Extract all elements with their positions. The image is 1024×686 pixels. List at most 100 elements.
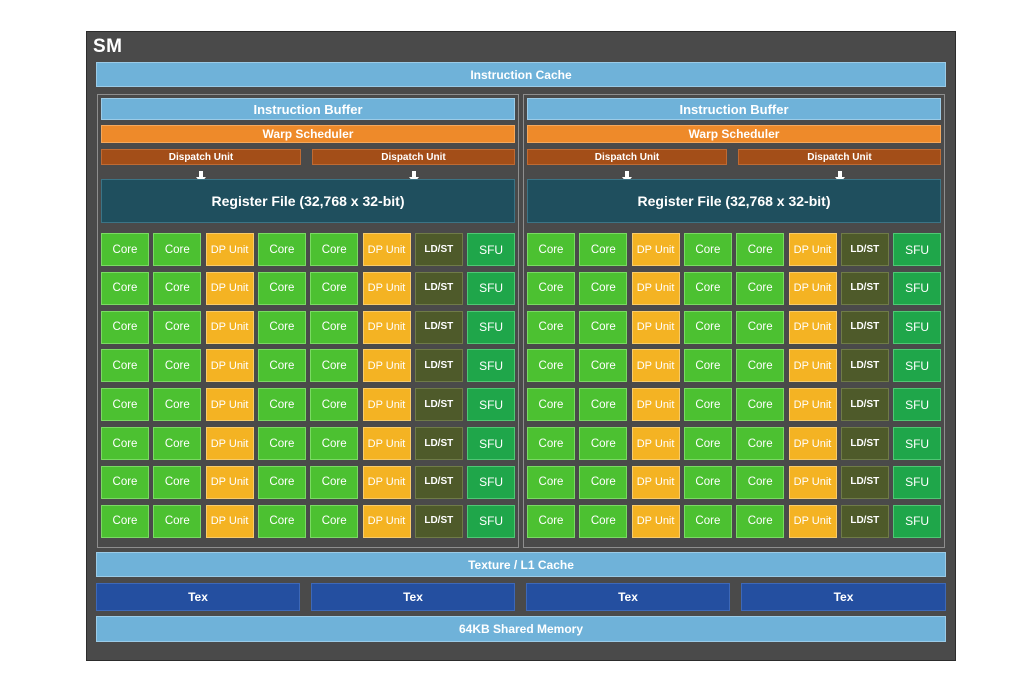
ldst-unit: LD/ST [414, 427, 463, 460]
dp-unit: DP Unit [631, 465, 680, 499]
dispatch-unit: Dispatch Unit [101, 149, 301, 165]
dp-unit: DP Unit [362, 427, 411, 460]
core-unit: Core [257, 271, 306, 305]
dispatch-unit: Dispatch Unit [527, 149, 727, 165]
processing-block-1: Instruction Buffer Warp Scheduler Dispatch… [97, 94, 519, 548]
instruction-buffer: Instruction Buffer [527, 98, 941, 120]
core-unit: Core [153, 349, 202, 383]
processing-block-2: Instruction Buffer Warp Scheduler Dispatch… [523, 94, 945, 548]
sfu-unit: SFU [893, 349, 942, 383]
core-unit: Core [153, 233, 202, 266]
ldst-unit: LD/ST [840, 233, 889, 266]
dp-unit: DP Unit [205, 427, 254, 460]
dp-unit: DP Unit [788, 349, 837, 383]
ldst-unit: LD/ST [840, 504, 889, 538]
ldst-unit: LD/ST [414, 271, 463, 305]
core-unit: Core [736, 465, 785, 499]
dp-unit: DP Unit [362, 271, 411, 305]
core-unit: Core [736, 349, 785, 383]
dp-unit: DP Unit [205, 465, 254, 499]
tex-unit: Tex [311, 583, 515, 611]
dp-unit: DP Unit [362, 310, 411, 344]
ldst-unit: LD/ST [414, 465, 463, 499]
core-unit: Core [153, 427, 202, 460]
dp-unit: DP Unit [631, 349, 680, 383]
register-file: Register File (32,768 x 32-bit) [527, 179, 941, 223]
core-unit: Core [579, 271, 628, 305]
ldst-unit: LD/ST [414, 310, 463, 344]
core-unit: Core [683, 310, 732, 344]
core-unit: Core [683, 388, 732, 422]
core-unit: Core [527, 504, 575, 538]
core-unit: Core [101, 427, 149, 460]
dp-unit: DP Unit [788, 271, 837, 305]
core-unit: Core [310, 465, 359, 499]
core-unit: Core [310, 388, 359, 422]
dp-unit: DP Unit [788, 427, 837, 460]
ldst-unit: LD/ST [840, 427, 889, 460]
sm-block: SM Instruction Cache Instruction Buffer W… [86, 31, 956, 661]
core-unit: Core [736, 388, 785, 422]
core-unit: Core [101, 271, 149, 305]
dp-unit: DP Unit [362, 388, 411, 422]
dp-unit: DP Unit [788, 504, 837, 538]
core-unit: Core [257, 233, 306, 266]
sfu-unit: SFU [893, 388, 942, 422]
core-unit: Core [257, 504, 306, 538]
sfu-unit: SFU [467, 388, 516, 422]
core-unit: Core [527, 349, 575, 383]
core-unit: Core [257, 427, 306, 460]
core-unit: Core [736, 504, 785, 538]
dp-unit: DP Unit [631, 427, 680, 460]
core-unit: Core [579, 427, 628, 460]
dp-unit: DP Unit [205, 388, 254, 422]
core-unit: Core [579, 233, 628, 266]
core-unit: Core [683, 427, 732, 460]
dp-unit: DP Unit [362, 504, 411, 538]
sfu-unit: SFU [467, 504, 516, 538]
core-unit: Core [579, 465, 628, 499]
dp-unit: DP Unit [631, 388, 680, 422]
tex-unit: Tex [96, 583, 300, 611]
core-unit: Core [736, 233, 785, 266]
core-unit: Core [257, 465, 306, 499]
dp-unit: DP Unit [205, 310, 254, 344]
core-unit: Core [153, 388, 202, 422]
ldst-unit: LD/ST [414, 233, 463, 266]
warp-scheduler: Warp Scheduler [527, 125, 941, 143]
core-unit: Core [579, 349, 628, 383]
core-unit: Core [153, 504, 202, 538]
ldst-unit: LD/ST [840, 310, 889, 344]
warp-scheduler: Warp Scheduler [101, 125, 515, 143]
sm-title: SM [93, 36, 123, 57]
core-unit: Core [310, 504, 359, 538]
sfu-unit: SFU [467, 427, 516, 460]
core-unit: Core [736, 310, 785, 344]
core-unit: Core [527, 310, 575, 344]
core-unit: Core [579, 310, 628, 344]
core-unit: Core [310, 349, 359, 383]
sfu-unit: SFU [893, 504, 942, 538]
core-unit: Core [683, 233, 732, 266]
ldst-unit: LD/ST [414, 388, 463, 422]
core-unit: Core [257, 310, 306, 344]
register-file: Register File (32,768 x 32-bit) [101, 179, 515, 223]
ldst-unit: LD/ST [840, 388, 889, 422]
dp-unit: DP Unit [362, 465, 411, 499]
core-unit: Core [257, 388, 306, 422]
core-unit: Core [579, 504, 628, 538]
core-unit: Core [101, 465, 149, 499]
instruction-buffer: Instruction Buffer [101, 98, 515, 120]
core-unit: Core [153, 271, 202, 305]
dp-unit: DP Unit [631, 233, 680, 266]
dp-unit: DP Unit [205, 504, 254, 538]
core-unit: Core [101, 504, 149, 538]
core-unit: Core [101, 310, 149, 344]
instruction-cache: Instruction Cache [96, 62, 946, 87]
core-unit: Core [527, 388, 575, 422]
dp-unit: DP Unit [788, 388, 837, 422]
dp-unit: DP Unit [631, 271, 680, 305]
sfu-unit: SFU [467, 465, 516, 499]
ldst-unit: LD/ST [414, 504, 463, 538]
core-unit: Core [310, 427, 359, 460]
